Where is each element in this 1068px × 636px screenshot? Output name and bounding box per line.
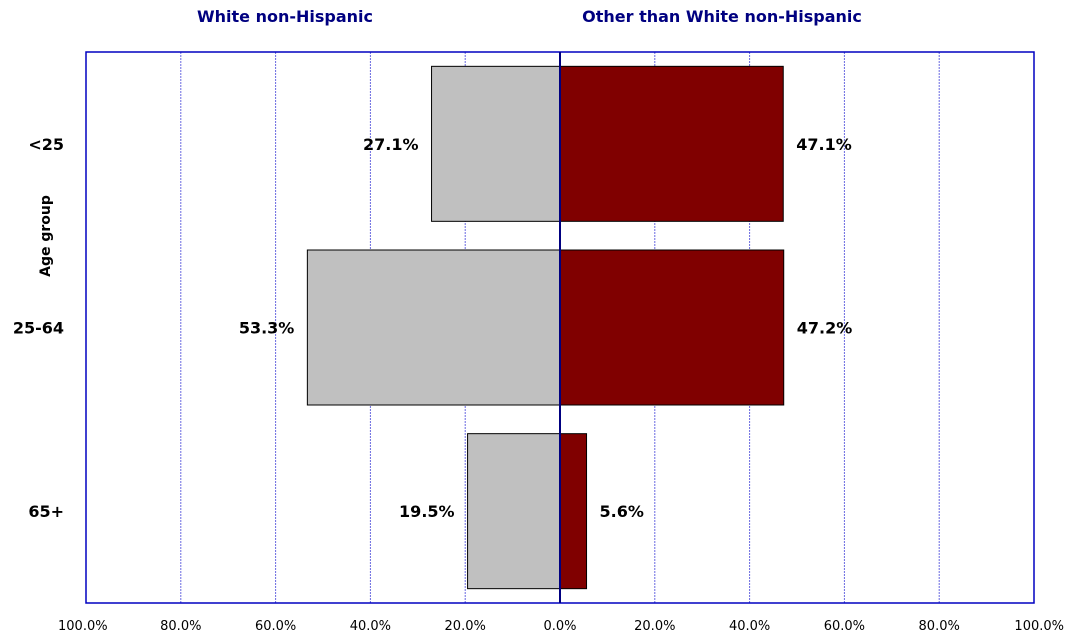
category-label: 25-64 bbox=[13, 319, 64, 338]
series-title-right: Other than White non-Hispanic bbox=[582, 7, 862, 26]
bar-white-non-hispanic-2 bbox=[467, 433, 561, 590]
data-label: 47.2% bbox=[797, 319, 853, 338]
x-tick-label: 0.0% bbox=[543, 619, 576, 634]
bar-other-1 bbox=[559, 249, 785, 406]
series-title-left: White non-Hispanic bbox=[197, 7, 373, 26]
x-tick-label: 20.0% bbox=[445, 619, 486, 634]
category-label: <25 bbox=[28, 135, 64, 154]
x-tick-label: 40.0% bbox=[350, 619, 391, 634]
x-tick-label: 80.0% bbox=[919, 619, 960, 634]
bar-other-2 bbox=[559, 433, 588, 590]
category-label: 65+ bbox=[28, 502, 64, 521]
bar-other-0 bbox=[559, 65, 784, 222]
x-tick-label: 100.0% bbox=[1014, 619, 1064, 634]
bar-white-non-hispanic-1 bbox=[306, 249, 561, 406]
x-tick-label: 60.0% bbox=[824, 619, 865, 634]
x-tick-label: 80.0% bbox=[160, 619, 201, 634]
bar-white-non-hispanic-0 bbox=[431, 65, 561, 222]
y-axis-title: Age group bbox=[38, 195, 54, 277]
data-label: 5.6% bbox=[600, 502, 644, 521]
labels: 27.1% 47.1% <25 53.3% 47.2% 25-64 19.5% 5.6% 65+… bbox=[13, 135, 1064, 634]
bars bbox=[306, 65, 785, 590]
data-label: 27.1% bbox=[363, 135, 419, 154]
x-tick-label: 100.0% bbox=[58, 619, 108, 634]
x-tick-label: 60.0% bbox=[255, 619, 296, 634]
x-tick-label: 40.0% bbox=[729, 619, 770, 634]
data-label: 47.1% bbox=[796, 135, 852, 154]
data-label: 53.3% bbox=[239, 319, 295, 338]
data-label: 19.5% bbox=[399, 502, 455, 521]
x-tick-label: 20.0% bbox=[634, 619, 675, 634]
